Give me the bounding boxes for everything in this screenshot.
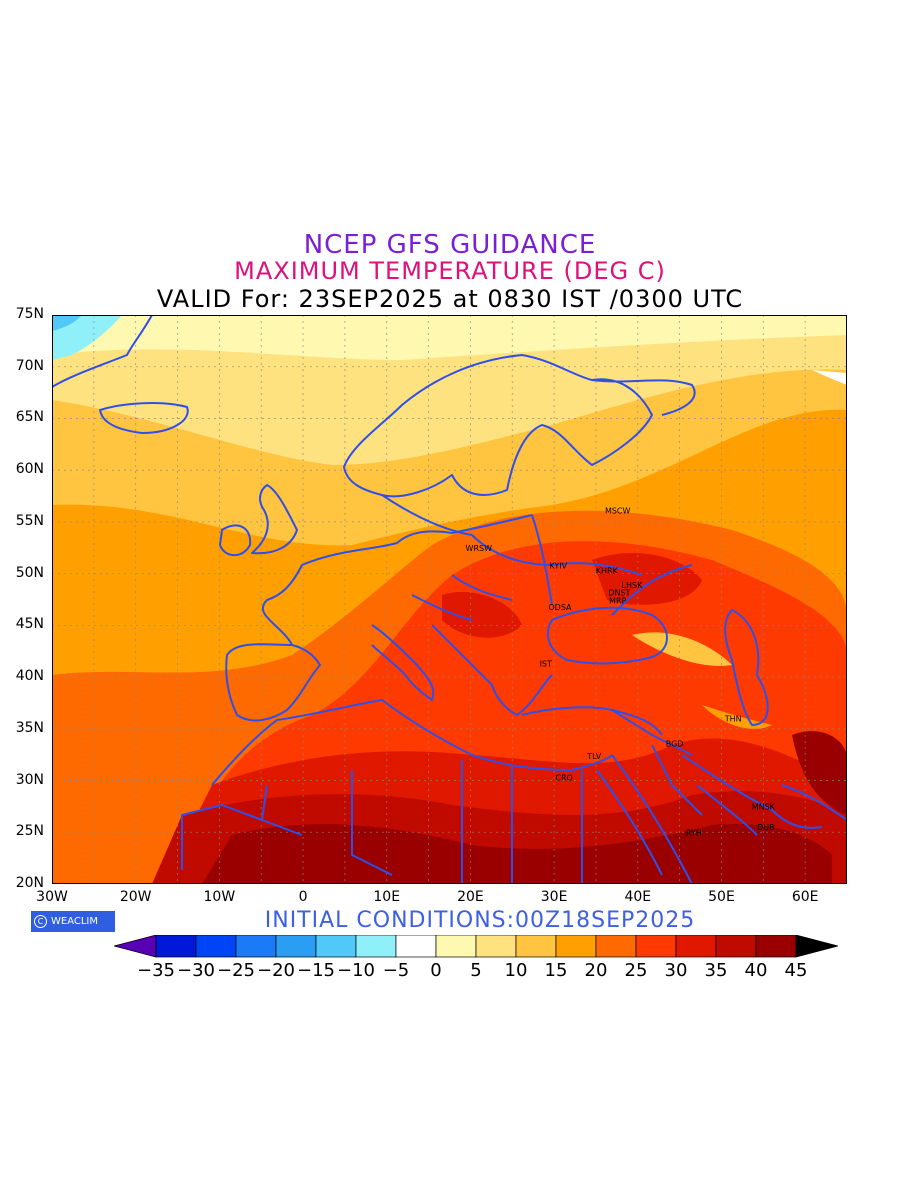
city-label: RYH xyxy=(686,828,702,837)
colorbar-label: 10 xyxy=(504,960,528,981)
lat-label: 75N xyxy=(15,306,44,322)
lat-label: 50N xyxy=(15,564,44,581)
lat-label: 55N xyxy=(15,512,44,529)
city-label: DNST xyxy=(608,588,630,597)
lat-label: 70N xyxy=(15,357,44,374)
lat-label: 45N xyxy=(15,616,44,633)
city-label: TLV xyxy=(586,752,601,761)
colorbar xyxy=(114,935,838,958)
lon-label: 10E xyxy=(373,889,401,905)
colorbar-box xyxy=(155,935,197,958)
city-label: IST xyxy=(540,660,552,669)
city-label: KHRK xyxy=(596,567,619,576)
lon-label: 40E xyxy=(624,889,652,905)
colorbar-label: −5 xyxy=(382,960,410,981)
colorbar-label: −35 xyxy=(137,960,175,981)
colorbar-box xyxy=(235,935,277,958)
colorbar-label: −15 xyxy=(297,960,335,981)
lon-label: 20E xyxy=(457,889,484,905)
colorbar-box xyxy=(355,935,397,958)
colorbar-label: 0 xyxy=(430,960,442,981)
colorbar-labels: −35 −30 −25 −20 −15 −10 −5 0 5 10 15 20 25 30 35 40 45 xyxy=(0,960,900,990)
city-label: WRSW xyxy=(466,544,493,553)
lon-label: 30W xyxy=(36,889,68,905)
lat-label: 60N xyxy=(15,461,44,478)
city-label: BGD xyxy=(666,739,684,748)
colorbar-label: 45 xyxy=(784,960,808,981)
colorbar-right-arrow xyxy=(795,935,838,958)
colorbar-left-arrow xyxy=(114,935,157,958)
colorbar-box xyxy=(275,935,317,958)
colorbar-box xyxy=(515,935,557,958)
weaclim-badge: C WEACLIM xyxy=(31,911,115,932)
colorbar-label: −25 xyxy=(217,960,255,981)
title-line-3: VALID For: 23SEP2025 at 0830 IST /0300 U… xyxy=(156,285,744,313)
city-label: DUB xyxy=(757,823,775,832)
city-label: CRO xyxy=(555,774,572,783)
colorbar-box xyxy=(315,935,357,958)
city-label: MNSK xyxy=(752,803,776,812)
lon-label: 0 xyxy=(298,889,308,905)
colorbar-label: −30 xyxy=(177,960,215,981)
colorbar-label: 25 xyxy=(624,960,648,981)
colorbar-label: 5 xyxy=(470,960,482,981)
colorbar-label: −10 xyxy=(337,960,375,981)
colorbar-label: 30 xyxy=(664,960,688,981)
city-label: ODSA xyxy=(548,603,572,612)
badge-text: WEACLIM xyxy=(51,916,99,927)
city-label: KYIV xyxy=(549,561,567,570)
colorbar-box xyxy=(755,935,797,958)
city-label: MRP xyxy=(609,597,626,606)
lat-label: 20N xyxy=(15,875,44,891)
lon-label: 10W xyxy=(203,889,236,905)
lon-label: 30E xyxy=(540,889,568,905)
title-line-1: NCEP GFS GUIDANCE xyxy=(303,230,597,260)
colorbar-box xyxy=(675,935,717,958)
lon-label: 50E xyxy=(708,889,735,905)
colorbar-box xyxy=(395,935,437,958)
city-label: THN xyxy=(724,715,742,724)
colorbar-label: 35 xyxy=(704,960,728,981)
weaclim-logo-icon: C xyxy=(34,915,47,928)
colorbar-box xyxy=(435,935,477,958)
colorbar-box xyxy=(475,935,517,958)
lat-label: 65N xyxy=(15,409,44,426)
colorbar-box xyxy=(715,935,757,958)
lat-label: 40N xyxy=(15,668,44,685)
lon-label: 20W xyxy=(119,889,152,905)
colorbar-label: 20 xyxy=(584,960,608,981)
initial-conditions: INITIAL CONDITIONS:00Z18SEP2025 xyxy=(264,908,696,933)
lat-label: 25N xyxy=(15,823,44,840)
colorbar-label: 15 xyxy=(544,960,568,981)
colorbar-box xyxy=(635,935,677,958)
lat-label: 35N xyxy=(15,719,44,736)
lon-label: 60E xyxy=(791,889,819,905)
city-label: LHSK xyxy=(622,581,644,590)
colorbar-box xyxy=(555,935,597,958)
title-line-2: MAXIMUM TEMPERATURE (DEG C) xyxy=(234,257,666,285)
colorbar-box xyxy=(595,935,637,958)
colorbar-box xyxy=(195,935,237,958)
colorbar-label: 40 xyxy=(744,960,768,981)
colorbar-label: −20 xyxy=(257,960,295,981)
lat-label: 30N xyxy=(15,771,44,788)
city-label: MSCW xyxy=(605,507,631,516)
